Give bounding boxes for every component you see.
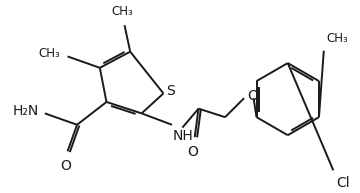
Text: NH: NH bbox=[173, 129, 194, 143]
Text: O: O bbox=[188, 145, 198, 159]
Text: Cl: Cl bbox=[336, 176, 350, 190]
Text: CH₃: CH₃ bbox=[38, 47, 60, 60]
Text: S: S bbox=[166, 84, 175, 98]
Text: O: O bbox=[60, 159, 71, 173]
Text: CH₃: CH₃ bbox=[112, 5, 134, 19]
Text: CH₃: CH₃ bbox=[327, 32, 348, 45]
Text: O: O bbox=[247, 89, 258, 103]
Text: H₂N: H₂N bbox=[13, 104, 39, 119]
